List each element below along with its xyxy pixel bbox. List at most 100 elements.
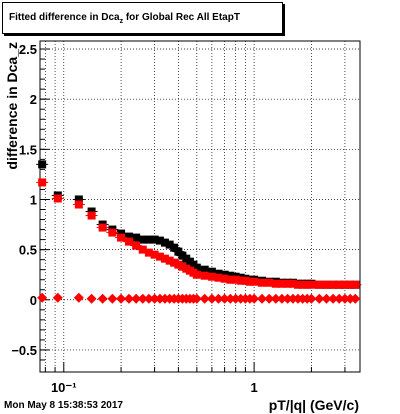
data-point	[350, 293, 361, 304]
data-point	[117, 229, 126, 238]
data-point	[154, 293, 165, 304]
x-tick-label: 10⁻¹	[51, 380, 77, 395]
data-point	[150, 250, 159, 259]
data-point	[307, 280, 316, 289]
data-point	[345, 293, 356, 304]
data-point	[315, 280, 324, 289]
y-tick-label: 1	[30, 192, 37, 207]
data-point	[87, 211, 96, 220]
data-point	[97, 293, 108, 304]
data-point	[53, 194, 62, 203]
data-point	[206, 293, 217, 304]
data-point	[132, 233, 141, 242]
data-point	[52, 292, 63, 303]
data-point	[231, 275, 240, 284]
data-point	[322, 280, 331, 289]
data-point	[131, 293, 142, 304]
data-point	[276, 293, 287, 304]
data-point	[214, 273, 223, 282]
data-point	[256, 293, 267, 304]
data-point	[170, 243, 179, 252]
data-point	[270, 293, 281, 304]
data-point	[108, 228, 117, 237]
data-point	[143, 293, 154, 304]
tick-labels: 10⁻¹ 1 −0.5 0 0.5 1 1.5 2 2.5	[11, 42, 257, 395]
y-tick-label: 2	[30, 92, 37, 107]
data-point	[282, 293, 293, 304]
data-point	[107, 293, 118, 304]
data-point	[225, 293, 236, 304]
data-point	[306, 293, 317, 304]
data-point	[144, 248, 153, 257]
data-point	[160, 238, 169, 247]
data-point	[116, 293, 127, 304]
data-point	[192, 263, 201, 272]
series-2	[36, 178, 362, 289]
data-point	[264, 293, 275, 304]
x-axis-label: pT/|q| (GeV/c)	[269, 397, 359, 413]
data-point	[37, 292, 48, 303]
data-point	[207, 267, 216, 276]
data-point	[241, 276, 250, 285]
data-point	[132, 241, 141, 250]
data-point	[328, 293, 339, 304]
y-tick-label: 0	[30, 293, 37, 308]
data-point	[160, 254, 169, 263]
data-point	[257, 278, 266, 287]
data-point	[219, 293, 230, 304]
data-point	[74, 200, 83, 209]
data-point	[351, 280, 360, 289]
y-tick-label: 2.5	[19, 42, 37, 57]
data-point	[174, 247, 183, 256]
data-point	[200, 265, 209, 274]
timestamp-footer: Mon May 8 15:38:53 2017	[4, 400, 123, 411]
data-point	[226, 271, 235, 280]
data-point	[124, 237, 133, 246]
data-point	[86, 293, 97, 304]
data-point	[38, 160, 47, 169]
data-point	[250, 277, 259, 286]
data-point	[137, 293, 148, 304]
data-point	[191, 293, 202, 304]
data-point	[271, 279, 280, 288]
data-point	[213, 293, 224, 304]
data-point	[321, 293, 332, 304]
y-tick-label: 0.5	[19, 243, 37, 258]
data-point	[123, 293, 134, 304]
data-points	[36, 160, 362, 304]
data-point	[155, 252, 164, 261]
data-point	[220, 270, 229, 279]
data-point	[73, 292, 84, 303]
y-tick-label: 1.5	[19, 142, 37, 157]
data-point	[207, 272, 216, 281]
data-point	[288, 279, 297, 288]
plot-frame	[39, 40, 361, 373]
data-point	[124, 232, 133, 241]
data-point	[192, 270, 201, 279]
title-tail: for Global Rec All EtapT	[123, 12, 240, 23]
data-point	[138, 245, 147, 254]
data-point	[220, 274, 229, 283]
data-point	[98, 223, 107, 232]
data-point	[249, 293, 260, 304]
data-point	[165, 240, 174, 249]
y-axis-label: difference in Dca_z	[4, 42, 20, 170]
y-tick-label: −0.5	[11, 343, 37, 358]
data-point	[329, 280, 338, 289]
data-point	[117, 233, 126, 242]
data-point	[265, 278, 274, 287]
series-3	[37, 292, 361, 304]
data-point	[87, 207, 96, 216]
data-point	[214, 269, 223, 278]
title-subscript: z	[119, 18, 124, 25]
data-point	[38, 178, 47, 187]
data-point	[74, 195, 83, 204]
data-point	[174, 260, 183, 269]
data-point	[149, 293, 160, 304]
data-point	[150, 235, 159, 244]
title-box: Fitted difference in Dcaz for Global Rec…	[2, 2, 283, 34]
data-point	[339, 293, 350, 304]
data-point	[334, 293, 345, 304]
data-point	[230, 293, 241, 304]
